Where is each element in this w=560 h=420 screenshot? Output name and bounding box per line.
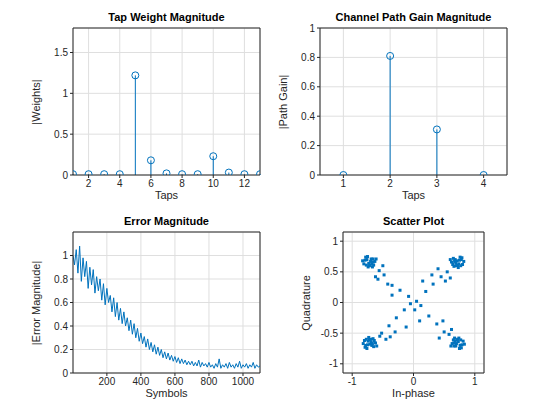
svg-text:0.2: 0.2 [301,140,315,151]
svg-text:0: 0 [332,297,338,308]
svg-text:12: 12 [239,178,251,189]
svg-text:0.5: 0.5 [54,129,68,140]
svg-text:200: 200 [99,376,116,387]
svg-text:3: 3 [434,178,440,189]
html-text:|Path Gain|: |Path Gain| [276,74,289,129]
html-text:Quadrature: Quadrature [299,274,312,331]
svg-text:0: 0 [411,376,417,387]
svg-text:0.8: 0.8 [301,52,315,63]
svg-text:1: 1 [341,178,347,189]
svg-text:0.4: 0.4 [54,321,68,332]
svg-text:0: 0 [62,170,68,181]
svg-text:0.5: 0.5 [324,266,338,277]
svg-text:0.4: 0.4 [301,111,315,122]
svg-text:1.5: 1.5 [54,47,68,58]
svg-text:1: 1 [62,250,68,261]
svg-text:-1: -1 [329,358,338,369]
html-text:Tap Weight Magnitude: Tap Weight Magnitude [108,11,225,23]
svg-text:10: 10 [208,178,220,189]
html-text:|Error Magnitude|: |Error Magnitude| [29,260,42,345]
svg-text:1: 1 [472,376,478,387]
svg-text:8: 8 [179,178,185,189]
svg-text:400: 400 [133,376,150,387]
svg-text:600: 600 [167,376,184,387]
svg-text:-0.5: -0.5 [321,328,339,339]
svg-text:2: 2 [387,178,393,189]
html-text:Taps: Taps [401,189,426,201]
svg-text:0.8: 0.8 [54,274,68,285]
svg-text:4: 4 [481,178,487,189]
svg-text:1: 1 [309,23,315,34]
svg-text:0.2: 0.2 [54,344,68,355]
svg-text:-1: -1 [348,376,357,387]
html-text:In-phase: In-phase [392,387,435,399]
svg-text:0.6: 0.6 [54,297,68,308]
svg-text:0: 0 [309,170,315,181]
html-text:Channel Path Gain Magnitude: Channel Path Gain Magnitude [335,11,492,23]
svg-text:1000: 1000 [232,376,255,387]
svg-text:1: 1 [332,236,338,247]
svg-text:2: 2 [86,178,92,189]
svg-text:6: 6 [148,178,154,189]
svg-text:800: 800 [201,376,218,387]
svg-text:0: 0 [62,368,68,379]
html-text:Error Magnitude: Error Magnitude [124,215,209,227]
html-text:|Weights|: |Weights| [29,78,42,125]
html-text:Scatter Plot: Scatter Plot [382,215,445,227]
html-text:Taps: Taps [154,189,179,201]
html-text:Symbols: Symbols [145,387,188,399]
svg-text:0.6: 0.6 [301,81,315,92]
svg-text:4: 4 [117,178,123,189]
svg-text:1: 1 [62,88,68,99]
